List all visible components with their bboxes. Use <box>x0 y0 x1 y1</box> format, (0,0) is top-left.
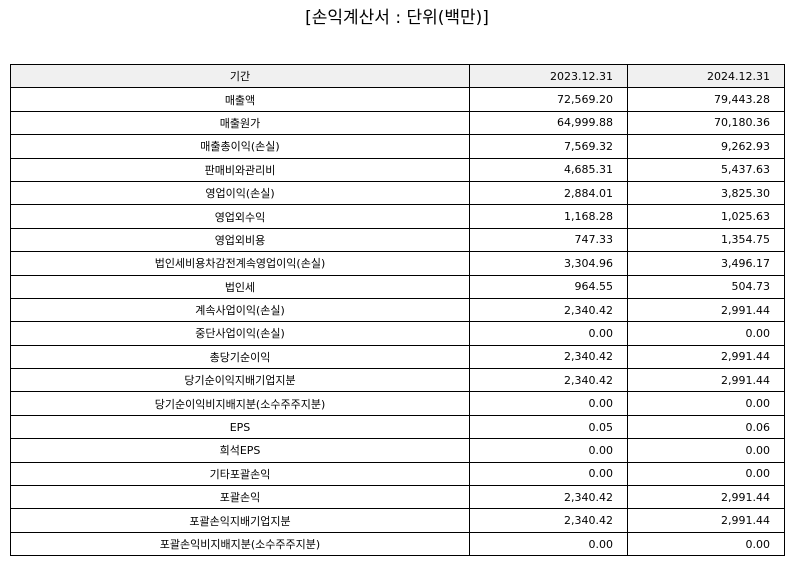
row-label: 포괄손익비지배지분(소수주주지분) <box>10 531 470 557</box>
header-2024: 2024.12.31 <box>627 63 785 89</box>
value-2023: 7,569.32 <box>469 134 628 159</box>
table-row: EPS 0.05 0.06 <box>10 414 785 440</box>
value-2024: 9,262.93 <box>627 134 785 159</box>
value-2023: 64,999.88 <box>469 110 628 136</box>
value-2023: 964.55 <box>469 274 628 299</box>
table-row: 기타포괄손익 0.00 0.00 <box>10 461 785 487</box>
table-row: 당기순이익비지배지분(소수주주지분) 0.00 0.00 <box>10 391 785 416</box>
table-row: 당기순이익지배기업지분 2,340.42 2,991.44 <box>10 368 785 393</box>
value-2023: 747.33 <box>469 227 628 253</box>
value-2024: 1,025.63 <box>627 204 785 229</box>
table-row: 희석EPS 0.00 0.00 <box>10 438 785 463</box>
page-title: [손익계산서 : 단위(백만)] <box>305 8 489 28</box>
value-2023: 0.05 <box>469 414 628 440</box>
table-row: 총당기순이익 2,340.42 2,991.44 <box>10 344 785 370</box>
row-label: 당기순이익지배기업지분 <box>10 368 470 393</box>
value-2023: 2,884.01 <box>469 180 628 206</box>
row-label: 포괄손익 <box>10 485 470 510</box>
value-2024: 2,991.44 <box>627 485 785 510</box>
table-row: 포괄손익 2,340.42 2,991.44 <box>10 485 785 510</box>
value-2024: 1,354.75 <box>627 227 785 253</box>
row-label: 당기순이익비지배지분(소수주주지분) <box>10 391 470 416</box>
value-2024: 504.73 <box>627 274 785 299</box>
table-row: 법인세 964.55 504.73 <box>10 274 785 299</box>
value-2024: 79,443.28 <box>627 87 785 112</box>
row-label: 포괄손익지배기업지분 <box>10 508 470 533</box>
row-label: EPS <box>10 414 470 440</box>
value-2024: 0.00 <box>627 391 785 416</box>
value-2023: 3,304.96 <box>469 251 628 276</box>
row-label: 매출총이익(손실) <box>10 134 470 159</box>
value-2024: 0.06 <box>627 414 785 440</box>
table-row: 법인세비용차감전계속영업이익(손실) 3,304.96 3,496.17 <box>10 251 785 276</box>
value-2023: 72,569.20 <box>469 87 628 112</box>
value-2024: 0.00 <box>627 321 785 346</box>
table-row: 판매비와관리비 4,685.31 5,437.63 <box>10 157 785 182</box>
value-2024: 0.00 <box>627 461 785 487</box>
value-2024: 3,496.17 <box>627 251 785 276</box>
row-label: 기타포괄손익 <box>10 461 470 487</box>
row-label: 영업외수익 <box>10 204 470 229</box>
table-row: 영업외비용 747.33 1,354.75 <box>10 227 785 253</box>
table-row: 매출액 72,569.20 79,443.28 <box>10 87 785 112</box>
value-2024: 2,991.44 <box>627 368 785 393</box>
value-2023: 1,168.28 <box>469 204 628 229</box>
table-row: 매출원가 64,999.88 70,180.36 <box>10 110 785 136</box>
value-2023: 4,685.31 <box>469 157 628 182</box>
value-2023: 2,340.42 <box>469 485 628 510</box>
value-2023: 0.00 <box>469 391 628 416</box>
table-row: 영업외수익 1,168.28 1,025.63 <box>10 204 785 229</box>
value-2024: 0.00 <box>627 531 785 557</box>
value-2023: 0.00 <box>469 531 628 557</box>
value-2023: 2,340.42 <box>469 344 628 370</box>
value-2023: 0.00 <box>469 321 628 346</box>
table-row: 포괄손익비지배지분(소수주주지분) 0.00 0.00 <box>10 531 785 557</box>
table-row: 포괄손익지배기업지분 2,340.42 2,991.44 <box>10 508 785 533</box>
table-row: 영업이익(손실) 2,884.01 3,825.30 <box>10 180 785 206</box>
value-2023: 0.00 <box>469 438 628 463</box>
value-2024: 2,991.44 <box>627 297 785 323</box>
value-2024: 70,180.36 <box>627 110 785 136</box>
value-2023: 2,340.42 <box>469 368 628 393</box>
table-row: 중단사업이익(손실) 0.00 0.00 <box>10 321 785 346</box>
row-label: 매출원가 <box>10 110 470 136</box>
row-label: 희석EPS <box>10 438 470 463</box>
value-2024: 2,991.44 <box>627 508 785 533</box>
row-label: 중단사업이익(손실) <box>10 321 470 346</box>
row-label: 영업이익(손실) <box>10 180 470 206</box>
table-row: 매출총이익(손실) 7,569.32 9,262.93 <box>10 134 785 159</box>
value-2024: 3,825.30 <box>627 180 785 206</box>
value-2023: 2,340.42 <box>469 508 628 533</box>
income-statement-table: 기간 2023.12.31 2024.12.31 매출액 72,569.20 79,… <box>10 63 785 557</box>
value-2023: 0.00 <box>469 461 628 487</box>
row-label: 총당기순이익 <box>10 344 470 370</box>
value-2023: 2,340.42 <box>469 297 628 323</box>
row-label: 영업외비용 <box>10 227 470 253</box>
row-label: 판매비와관리비 <box>10 157 470 182</box>
row-label: 법인세비용차감전계속영업이익(손실) <box>10 251 470 276</box>
table-header-row: 기간 2023.12.31 2024.12.31 <box>10 63 785 89</box>
row-label: 법인세 <box>10 274 470 299</box>
row-label: 매출액 <box>10 87 470 112</box>
header-period: 기간 <box>10 63 470 89</box>
value-2024: 2,991.44 <box>627 344 785 370</box>
table-row: 계속사업이익(손실) 2,340.42 2,991.44 <box>10 297 785 323</box>
header-2023: 2023.12.31 <box>469 63 628 89</box>
row-label: 계속사업이익(손실) <box>10 297 470 323</box>
value-2024: 0.00 <box>627 438 785 463</box>
value-2024: 5,437.63 <box>627 157 785 182</box>
